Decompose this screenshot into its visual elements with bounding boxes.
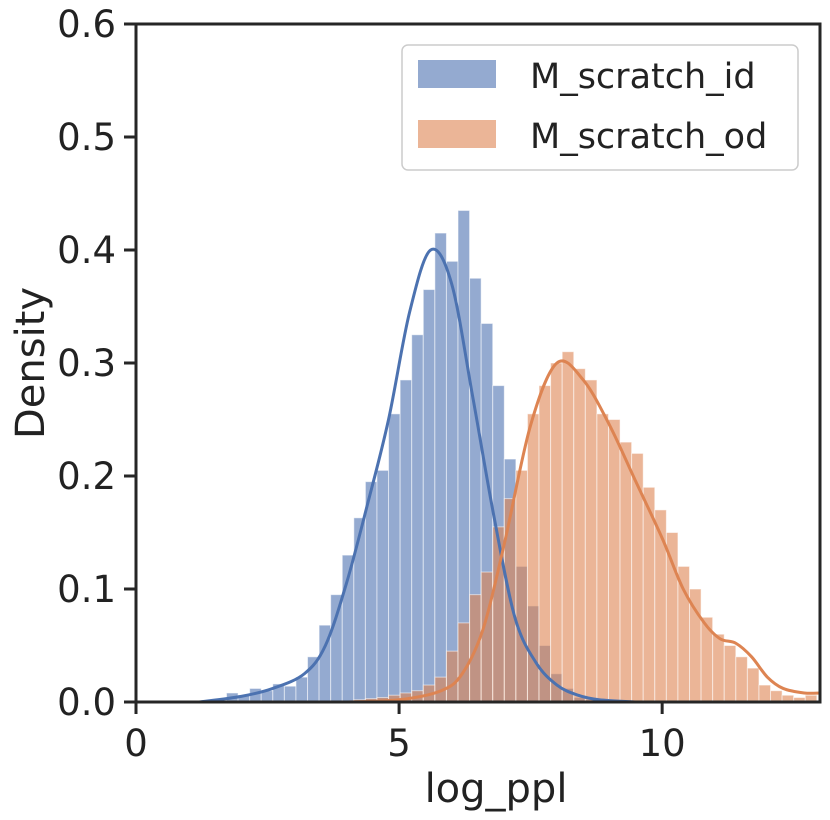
y-tick-label: 0.5 xyxy=(57,116,116,159)
legend-label-od: M_scratch_od xyxy=(530,117,767,157)
bar-od xyxy=(584,379,598,702)
bar-od xyxy=(515,469,528,702)
x-tick-label: 0 xyxy=(124,722,148,765)
legend-swatch-id xyxy=(418,60,496,88)
bar-od xyxy=(538,385,552,702)
axis-ticks: 0.0 0.1 0.2 0.3 0.4 0.5 0.6 0 5 10 xyxy=(57,3,686,765)
bar-id xyxy=(434,232,447,702)
bar-od xyxy=(445,650,459,702)
bar-id xyxy=(399,379,413,702)
bar-id xyxy=(295,676,309,702)
bar-od xyxy=(735,656,748,702)
y-tick-label: 0.2 xyxy=(57,455,116,498)
bar-od xyxy=(712,633,725,702)
y-tick-label: 0.0 xyxy=(57,681,116,724)
legend-label-id: M_scratch_id xyxy=(530,57,756,97)
legend: M_scratch_id M_scratch_od xyxy=(401,44,799,171)
legend-swatch-od xyxy=(418,120,496,148)
bar-id xyxy=(388,413,401,702)
kde-curves xyxy=(198,247,820,702)
bar-id xyxy=(445,260,459,702)
x-tick-label: 10 xyxy=(639,722,686,765)
kde-line-od xyxy=(346,359,820,702)
bar-id xyxy=(411,334,424,702)
kde-line-id xyxy=(198,247,636,702)
bar-od xyxy=(561,351,575,702)
bar-od xyxy=(654,509,667,702)
y-tick-label: 0.6 xyxy=(57,3,116,46)
bar-od xyxy=(619,441,633,702)
bar-od xyxy=(758,684,772,702)
bar-od xyxy=(723,645,737,702)
bar-od xyxy=(573,368,586,702)
y-tick-label: 0.1 xyxy=(57,568,116,611)
bar-od xyxy=(746,667,760,702)
bar-id xyxy=(364,481,378,702)
y-tick-label: 0.3 xyxy=(57,342,116,385)
bar-od xyxy=(770,690,783,702)
bar-od xyxy=(550,362,563,702)
bar-id xyxy=(283,685,297,702)
bar-id xyxy=(422,289,436,702)
bar-od xyxy=(480,571,494,702)
x-axis-label: log_ppl xyxy=(425,766,568,812)
legend-box xyxy=(401,44,799,171)
bar-od xyxy=(596,413,609,702)
x-tick-label: 5 xyxy=(387,722,411,765)
bar-od xyxy=(607,419,621,702)
bar-id xyxy=(376,469,390,702)
y-axis-label: Density xyxy=(8,287,54,439)
y-tick-label: 0.4 xyxy=(57,229,116,272)
bar-od xyxy=(665,532,679,702)
